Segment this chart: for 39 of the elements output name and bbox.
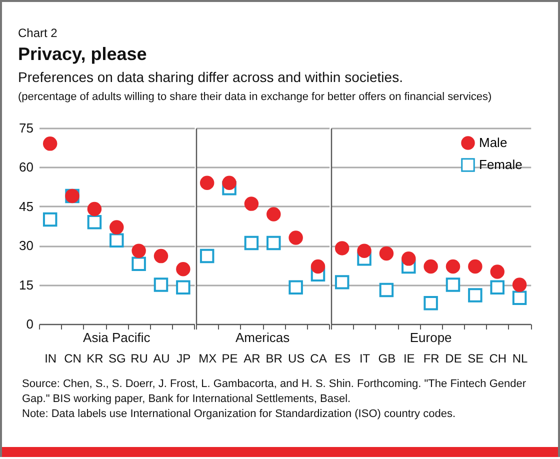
y-tick-label: 60: [19, 160, 34, 175]
x-tick-label: JP: [176, 352, 191, 366]
x-axis-title: Asia Pacific: [83, 330, 151, 345]
chart-subtitle: Preferences on data sharing differ across and within societies.: [18, 69, 403, 85]
caption: Chart 2: [18, 26, 58, 40]
x-tick-label: KR: [86, 352, 104, 366]
x-tick-label: SE: [468, 352, 484, 366]
x-tick-label: FR: [423, 352, 440, 366]
x-tick-label: SG: [108, 352, 126, 366]
x-tick-label: NL: [512, 352, 528, 366]
y-tick-label: 0: [26, 316, 34, 332]
x-tick-label: BR: [266, 352, 283, 366]
text: Note: Data labels use International Organization for Standardization (ISO) country codes.: [22, 407, 457, 422]
x-tick-label: MX: [198, 352, 217, 366]
y-tick-label: 15: [19, 277, 34, 292]
y-tick-label: 30: [19, 238, 34, 254]
legend-label: Male: [479, 135, 508, 150]
x-tick-label: PE: [222, 352, 238, 366]
x-axis-title: Americas: [235, 330, 290, 345]
y-tick-label: 45: [19, 198, 34, 214]
source-note: Source: Chen, S., S. Doerr, J. Frost, L. Gambacorta, and H. S. Shin. Forthcoming. "The Fintech Gender Gap." BIS working paper, Bank for International Settlements, Basel.: [22, 377, 528, 407]
x-tick-label: US: [288, 352, 305, 366]
x-tick-label: DE: [445, 352, 462, 366]
x-tick-label: AU: [153, 352, 170, 366]
x-tick-label: AR: [244, 352, 261, 366]
x-tick-label: IE: [403, 352, 415, 366]
y-axis-title: (percentage of adults willing to share their data in exchange for better offers on financial services): [18, 91, 492, 103]
legend-label: Female: [479, 157, 522, 172]
chart-title: Privacy, please: [18, 44, 147, 65]
x-tick-label: CH: [489, 352, 507, 366]
x-axis-title: Europe: [410, 330, 452, 345]
x-tick-label: IN: [44, 352, 57, 366]
x-tick-label: CN: [64, 352, 82, 366]
x-tick-label: RU: [130, 352, 148, 366]
x-tick-label: GB: [378, 352, 396, 366]
x-tick-label: IT: [359, 352, 371, 366]
x-tick-label: CA: [310, 352, 327, 366]
x-tick-label: ES: [334, 352, 351, 366]
y-tick-label: 75: [19, 120, 34, 136]
